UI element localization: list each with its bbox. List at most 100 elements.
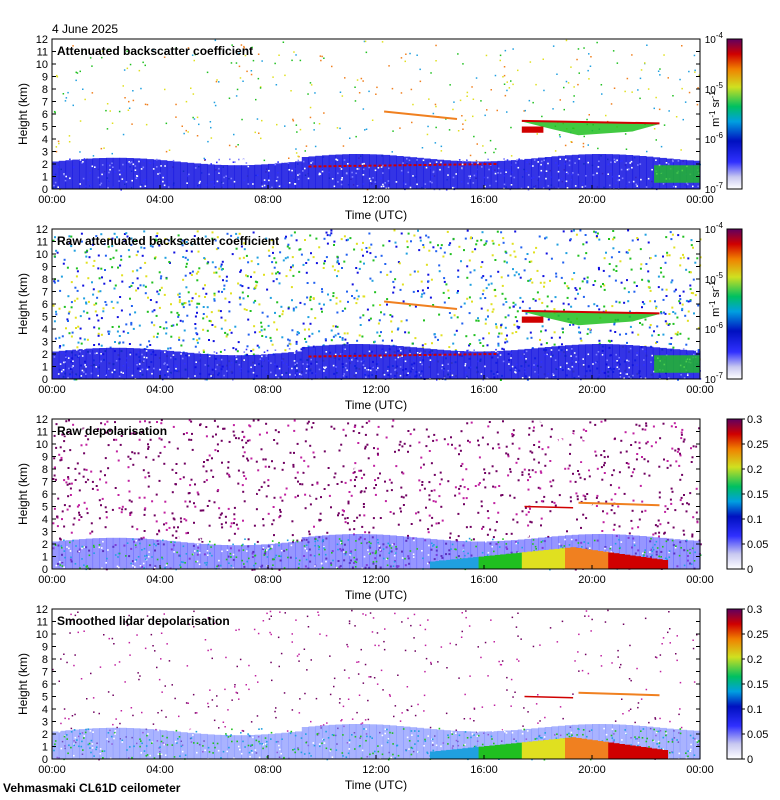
x-tick-label: 00:00 [686,194,714,206]
x-tick-label: 08:00 [254,384,282,396]
y-tick-label: 10 [36,439,48,451]
x-tick-label: 00:00 [686,384,714,396]
colorbar-unit: m-1 sr-1 [708,281,722,317]
colorbar-tick-label: 0.3 [747,604,762,616]
y-tick-label: 7 [42,287,48,299]
y-tick-label: 5 [42,692,48,704]
y-tick-label: 7 [42,667,48,679]
colorbar-tick-label: 0.2 [747,654,762,666]
y-tick-label: 2 [42,729,48,741]
y-tick-label: 5 [42,312,48,324]
x-axis-label: Time (UTC) [345,778,407,792]
site-label: Vehmasmaki CL61D ceilometer [3,781,181,795]
cloud-core [521,316,544,323]
colorbar-tick-label: 10-4 [705,31,724,46]
panel-title: Raw attenuated backscatter coefficient [57,234,279,248]
y-tick-label: 1 [42,362,48,374]
elevated-layer [383,110,458,120]
y-tick-label: 2 [42,159,48,171]
cloud-layer-depol-edge [524,505,574,509]
chart-panel-2: Raw attenuated backscatter coefficient01… [16,221,743,412]
x-tick-label: 00:00 [686,574,714,586]
panel-title: Attenuated backscatter coefficient [57,44,253,58]
colorbar: 0.3 0.25 0.2 0.15 0.1 0.05 0 [726,414,768,576]
y-tick-label: 5 [42,122,48,134]
x-tick-label: 00:00 [38,764,66,776]
colorbar-tick-label: 0.3 [747,414,762,426]
colorbar-tick-label: 0.15 [747,679,768,691]
colorbar-gradient [726,608,743,760]
colorbar-tick-label: 0 [747,564,753,576]
y-tick-label: 4 [42,324,48,336]
colorbar-tick-label: 10-7 [705,181,724,196]
y-axis-label: Height (km) [16,463,30,525]
boundary-layer [52,154,701,191]
colorbar-unit: m-1 sr-1 [708,91,722,127]
x-tick-label: 12:00 [362,764,390,776]
x-tick-label: 12:00 [362,194,390,206]
y-tick-label: 9 [42,72,48,84]
y-tick-label: 11 [37,47,48,59]
colorbar-tick-label: 0.25 [747,629,768,641]
cloud-base-line [308,163,498,168]
x-axis-label: Time (UTC) [345,588,407,602]
cloud-core [521,126,544,133]
colorbar-tick-label: 10-5 [705,81,724,96]
y-tick-label: 2 [42,349,48,361]
cloud-layer [521,121,660,136]
y-tick-label: 8 [42,654,48,666]
y-tick-label: 12 [36,224,48,236]
y-tick-label: 0 [42,374,48,386]
y-tick-label: 6 [42,679,48,691]
y-axis-label: Height (km) [16,653,30,715]
colorbar-tick-label: 0.25 [747,439,768,451]
y-tick-label: 12 [36,604,48,616]
y-tick-label: 4 [42,514,48,526]
y-tick-label: 11 [37,427,48,439]
x-tick-label: 16:00 [470,384,498,396]
y-tick-label: 11 [37,237,48,249]
x-tick-label: 04:00 [146,764,174,776]
y-tick-label: 1 [42,552,48,564]
x-tick-label: 12:00 [362,384,390,396]
colorbar-tick-label: 10-4 [705,221,724,236]
colorbar-tick-label: 0.15 [747,489,768,501]
y-tick-label: 3 [42,147,48,159]
cloud-layer-depol [578,691,660,697]
cloud-layer-depol [578,501,660,507]
y-tick-label: 10 [36,59,48,71]
x-tick-label: 20:00 [578,574,606,586]
cloud-top-edge [521,309,660,315]
chart-panel-1: Attenuated backscatter coefficient012345… [16,31,743,222]
y-tick-label: 4 [42,704,48,716]
colorbar-tick-label: 10-6 [705,321,724,336]
y-tick-label: 9 [42,262,48,274]
x-tick-label: 08:00 [254,194,282,206]
y-tick-label: 6 [42,299,48,311]
colorbar-tick-label: 10-5 [705,271,724,286]
x-tick-label: 00:00 [38,384,66,396]
x-tick-label: 08:00 [254,574,282,586]
y-tick-label: 6 [42,489,48,501]
colorbar-tick-label: 10-7 [705,371,724,386]
colorbar-gradient [726,38,743,190]
x-tick-label: 04:00 [146,384,174,396]
colorbar-tick-label: 0.1 [747,514,762,526]
cloud-layer [521,311,660,326]
y-tick-label: 7 [42,477,48,489]
x-tick-label: 20:00 [578,384,606,396]
y-tick-label: 1 [42,742,48,754]
y-tick-label: 0 [42,564,48,576]
colorbar-gradient [726,228,743,380]
y-tick-label: 2 [42,539,48,551]
x-tick-label: 16:00 [470,764,498,776]
y-tick-label: 8 [42,464,48,476]
cloud-base-line [308,353,498,358]
colorbar: 0.3 0.25 0.2 0.15 0.1 0.05 0 [726,604,768,766]
colorbar-tick-label: 0.05 [747,539,768,551]
boundary-layer [52,344,702,381]
x-tick-label: 00:00 [38,194,66,206]
y-axis-label: Height (km) [16,83,30,145]
colorbar: 10-4 10-5 10-6 10-7 m-1 sr-1 [705,31,743,196]
